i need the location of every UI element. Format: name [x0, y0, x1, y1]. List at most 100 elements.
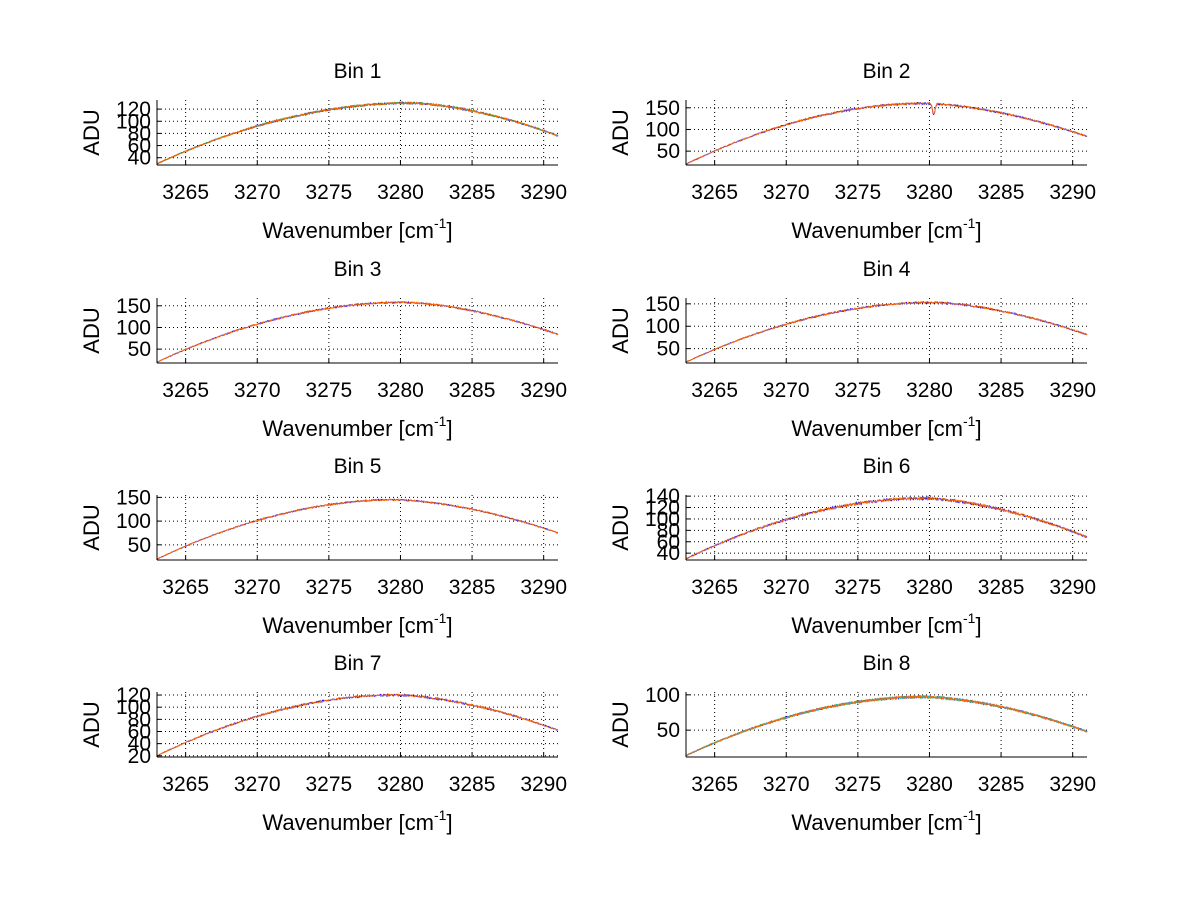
x-axis-label-main: Wavenumber [cm	[791, 416, 963, 441]
y-tick-label: 120	[116, 98, 151, 121]
plot-area	[157, 692, 558, 757]
y-tick-label: 100	[645, 508, 680, 531]
y-tick-label: 150	[645, 97, 680, 120]
x-axis-label-close: ]	[975, 613, 981, 638]
y-tick-label: 150	[116, 295, 151, 318]
y-tick-label: 100	[645, 684, 680, 707]
series-line-2	[156, 693, 559, 756]
x-axis-label-close: ]	[975, 416, 981, 441]
chart-title: Bin 3	[334, 258, 382, 281]
x-tick-label: 3270	[234, 576, 281, 599]
x-axis-label-superscript: -1	[963, 413, 976, 429]
x-tick-label: 3265	[691, 379, 738, 402]
x-tick-label: 3275	[305, 379, 352, 402]
series-line-2	[685, 495, 1088, 560]
x-tick-label: 3275	[834, 576, 881, 599]
y-tick-label: 60	[128, 135, 151, 158]
chart-title: Bin 7	[334, 652, 382, 675]
y-tick-label: 40	[128, 147, 151, 170]
series-line-2	[156, 498, 559, 560]
x-tick-label: 3285	[449, 773, 496, 796]
chart-title: Bin 2	[863, 60, 911, 83]
x-axis-label-superscript: -1	[434, 610, 447, 626]
chart-title: Bin 4	[863, 258, 911, 281]
x-tick-label: 3265	[691, 773, 738, 796]
x-axis-label-close: ]	[446, 416, 452, 441]
x-axis-label: Wavenumber [cm-1]	[791, 215, 981, 243]
y-tick-label: 80	[128, 708, 151, 731]
y-axis-label: ADU	[608, 307, 633, 353]
x-tick-label: 3285	[978, 379, 1025, 402]
y-axis-label: ADU	[79, 504, 104, 550]
x-tick-label: 3285	[978, 181, 1025, 204]
y-tick-label: 100	[116, 316, 151, 339]
plot-area	[686, 495, 1087, 560]
y-tick-label: 40	[128, 733, 151, 756]
x-tick-label: 3285	[449, 379, 496, 402]
x-tick-label: 3280	[377, 773, 424, 796]
x-axis-label-close: ]	[446, 613, 452, 638]
x-axis-label-superscript: -1	[963, 215, 976, 231]
x-axis-label-main: Wavenumber [cm	[262, 218, 434, 243]
x-tick-label: 3285	[978, 773, 1025, 796]
x-tick-label: 3290	[1049, 379, 1096, 402]
series-line-4	[685, 695, 1088, 757]
x-tick-label: 3270	[234, 379, 281, 402]
y-axis-label: ADU	[608, 109, 633, 155]
x-tick-label: 3275	[305, 181, 352, 204]
x-tick-label: 3275	[305, 773, 352, 796]
x-axis-label-main: Wavenumber [cm	[262, 416, 434, 441]
y-tick-label: 60	[128, 720, 151, 743]
x-tick-label: 3280	[906, 773, 953, 796]
x-tick-label: 3280	[377, 181, 424, 204]
x-axis-label-close: ]	[446, 810, 452, 835]
chart-title: Bin 1	[334, 60, 382, 83]
subplot-bin-7: Bin 7 3265 3270 3275 3280 3285 3290 20406080100…	[79, 652, 567, 835]
y-axis-label: ADU	[608, 504, 633, 550]
series-line-2	[685, 101, 1088, 165]
x-tick-label: 3275	[834, 773, 881, 796]
x-tick-label: 3265	[162, 181, 209, 204]
x-axis-label-main: Wavenumber [cm	[791, 810, 963, 835]
y-tick-label: 150	[116, 486, 151, 509]
y-tick-label: 100	[116, 110, 151, 133]
y-tick-label: 100	[116, 696, 151, 719]
x-tick-label: 3285	[449, 181, 496, 204]
chart-title: Bin 6	[863, 455, 911, 478]
x-tick-label: 3265	[162, 379, 209, 402]
y-axis-label: ADU	[608, 701, 633, 747]
x-tick-label: 3270	[763, 379, 810, 402]
chart-title: Bin 8	[863, 652, 911, 675]
y-tick-label: 100	[116, 510, 151, 533]
x-axis-label: Wavenumber [cm-1]	[262, 610, 452, 638]
y-axis-label: ADU	[79, 307, 104, 353]
x-axis-label-superscript: -1	[963, 610, 976, 626]
x-axis-label-main: Wavenumber [cm	[791, 218, 963, 243]
x-axis-label-close: ]	[975, 218, 981, 243]
x-tick-label: 3270	[763, 576, 810, 599]
x-tick-label: 3285	[449, 576, 496, 599]
y-tick-label: 120	[645, 497, 680, 520]
plot-area	[157, 100, 558, 165]
x-tick-label: 3265	[162, 773, 209, 796]
subplot-bin-8: Bin 8 3265 3270 3275 3280 3285 3290 50 100 ADU Wav…	[608, 652, 1096, 835]
y-tick-label: 80	[657, 519, 680, 542]
x-tick-label: 3265	[691, 576, 738, 599]
y-tick-label: 50	[657, 719, 680, 742]
x-tick-label: 3280	[906, 379, 953, 402]
plot-area	[157, 495, 558, 560]
x-tick-label: 3290	[520, 181, 567, 204]
y-tick-label: 100	[645, 315, 680, 338]
x-tick-label: 3290	[1049, 576, 1096, 599]
x-tick-label: 3270	[234, 773, 281, 796]
y-tick-label: 140	[645, 485, 680, 508]
y-tick-label: 50	[128, 338, 151, 361]
x-tick-label: 3290	[520, 773, 567, 796]
x-axis-label-close: ]	[446, 218, 452, 243]
y-tick-label: 50	[128, 534, 151, 557]
series-line-2	[156, 301, 559, 363]
